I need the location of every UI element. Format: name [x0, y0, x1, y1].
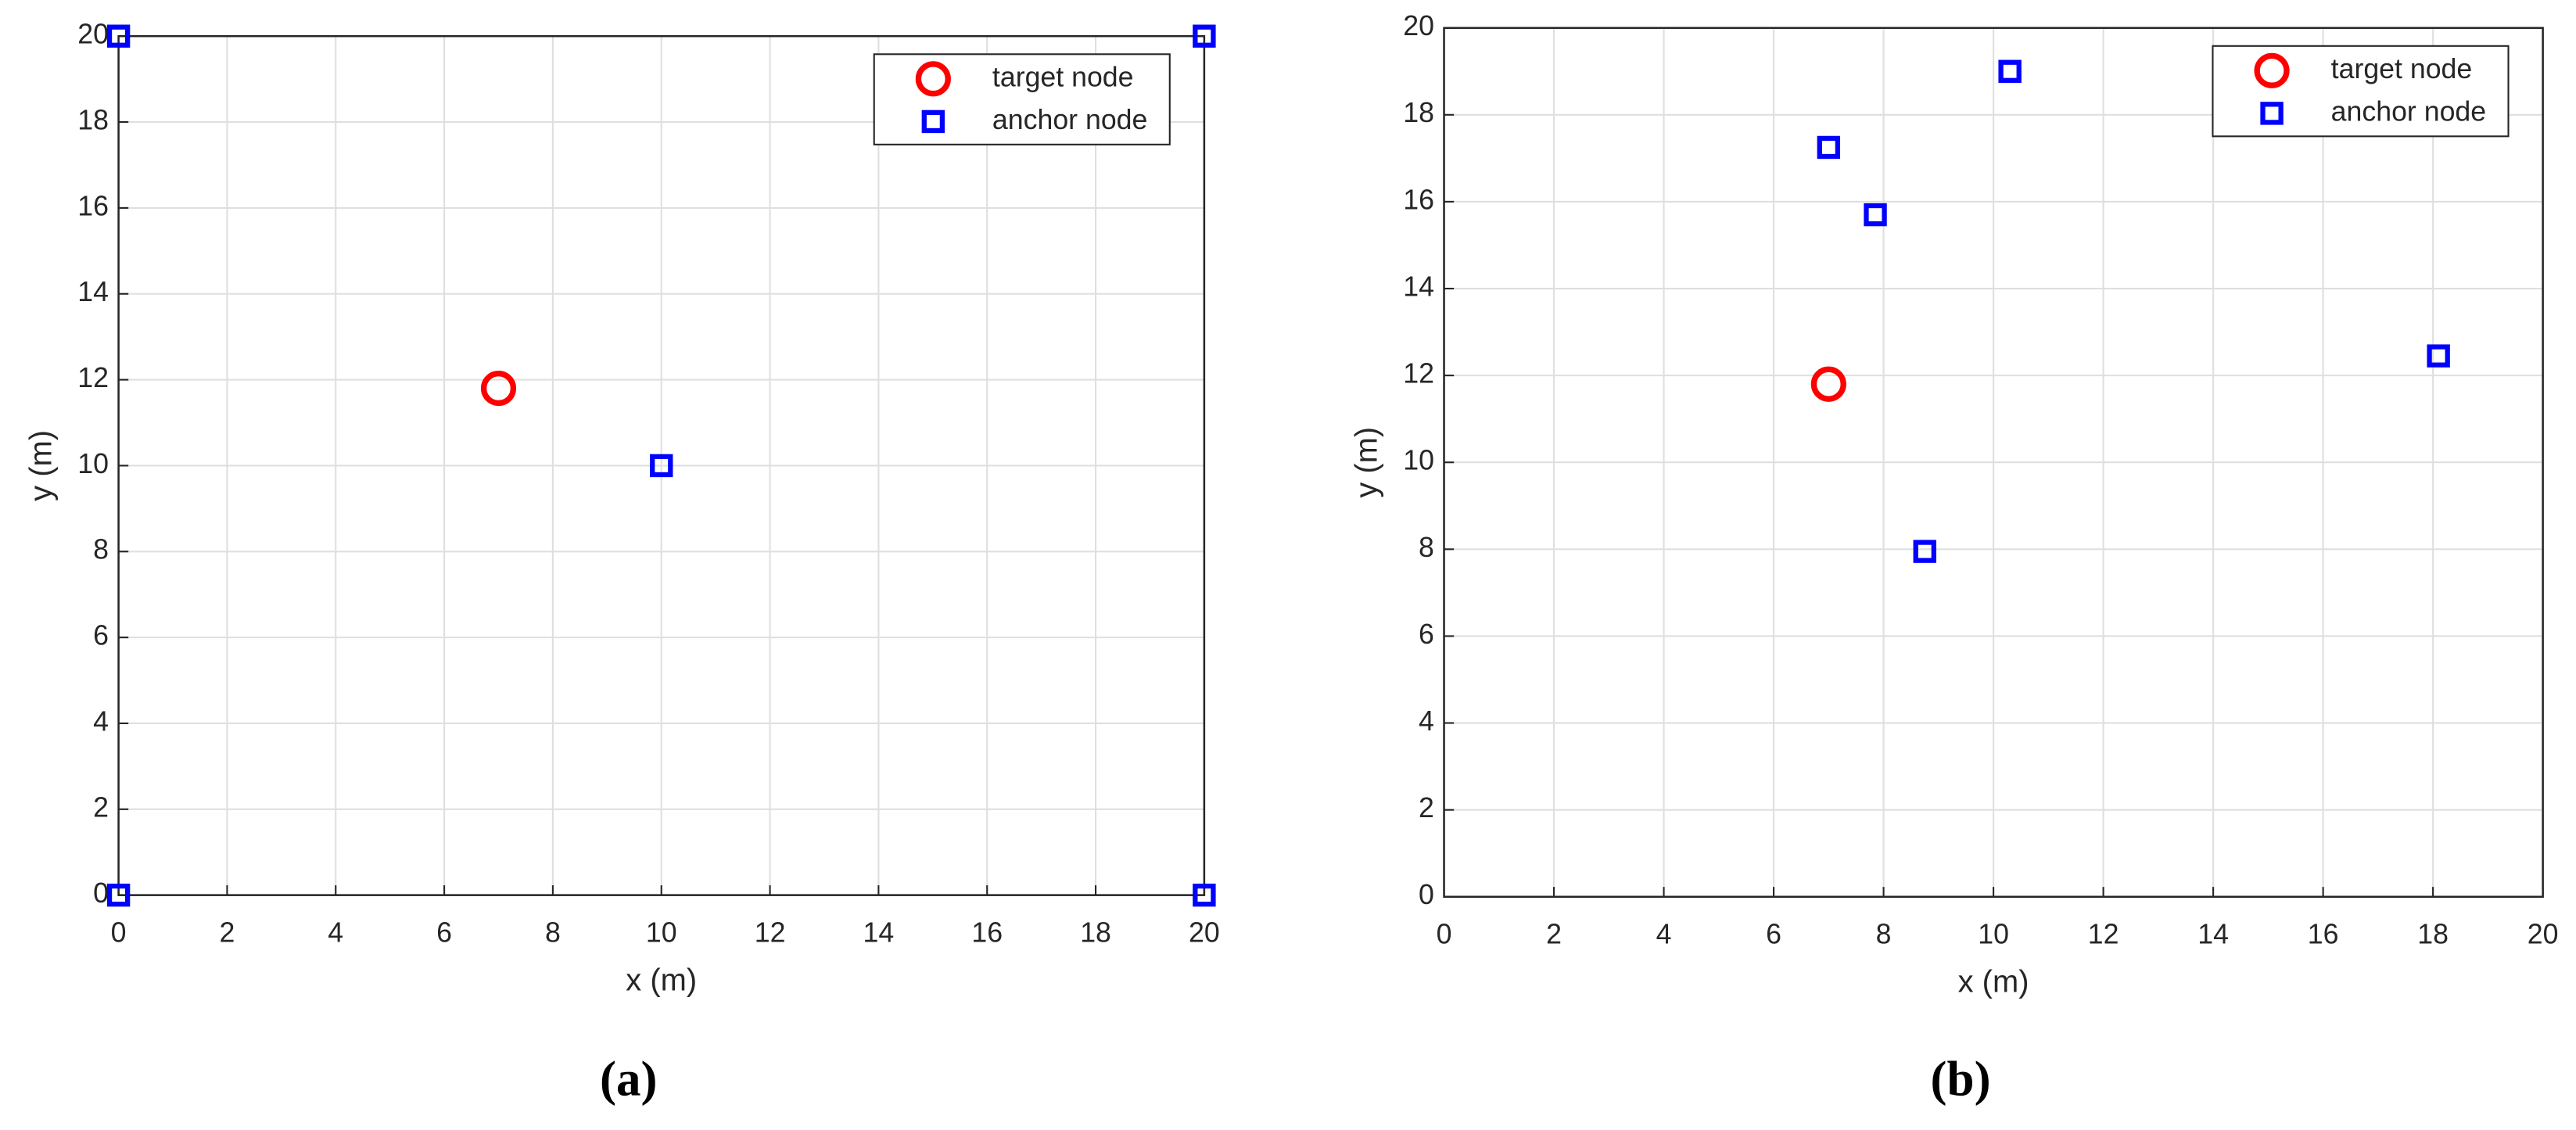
x-tick-label: 16: [2308, 919, 2339, 950]
x-tick-label: 14: [863, 917, 895, 949]
legend-label: anchor node: [992, 104, 1147, 135]
x-tick-label: 18: [2417, 919, 2449, 950]
y-tick-label: 20: [77, 19, 109, 50]
data-point: [480, 370, 517, 407]
y-tick-label: 8: [1419, 532, 1434, 563]
x-tick-label: 12: [2088, 919, 2119, 950]
x-tick-label: 6: [436, 917, 452, 949]
legend-marker: [2260, 102, 2284, 125]
x-tick-label: 0: [1437, 919, 1452, 950]
plot-frame: [1443, 27, 2544, 899]
data-point: [106, 24, 131, 48]
y-tick-label: 16: [77, 190, 109, 221]
y-tick-label: 14: [77, 276, 109, 307]
data-point: [1193, 24, 1216, 48]
y-tick-label: 14: [1403, 271, 1434, 302]
data-point: [1913, 540, 1936, 563]
x-tick-label: 20: [2528, 919, 2559, 950]
y-tick-label: 4: [93, 705, 109, 737]
data-point: [2427, 344, 2450, 368]
y-axis-label: y (m): [24, 430, 59, 501]
y-tick-label: 6: [93, 620, 109, 651]
x-tick-label: 2: [1546, 919, 1562, 950]
legend-marker: [915, 61, 951, 97]
x-axis-label: x (m): [626, 963, 697, 998]
caption: (b): [1931, 1052, 1991, 1107]
x-axis-label: x (m): [1958, 965, 2029, 999]
x-tick-label: 16: [971, 917, 1003, 949]
y-tick-label: 8: [93, 534, 109, 565]
x-tick-label: 10: [646, 917, 677, 949]
y-tick-label: 2: [1419, 792, 1434, 823]
x-tick-label: 2: [219, 917, 235, 949]
y-tick-label: 12: [1403, 358, 1434, 389]
data-point: [1810, 366, 1846, 402]
x-tick-label: 14: [2197, 919, 2229, 950]
data-point: [1193, 883, 1216, 907]
x-tick-label: 4: [328, 917, 343, 949]
legend-label: target node: [2331, 53, 2473, 84]
x-tick-label: 6: [1766, 919, 1781, 950]
x-tick-label: 8: [545, 917, 561, 949]
legend-marker: [2254, 52, 2290, 88]
legend-marker: [921, 109, 945, 134]
caption: (a): [600, 1052, 657, 1107]
data-point: [106, 883, 131, 907]
y-tick-label: 10: [77, 448, 109, 479]
legend-label: anchor node: [2331, 95, 2486, 127]
data-point: [1864, 203, 1887, 227]
y-tick-label: 18: [77, 104, 109, 135]
y-tick-label: 10: [1403, 445, 1434, 476]
y-tick-label: 6: [1419, 619, 1434, 650]
y-tick-label: 2: [93, 791, 109, 823]
x-tick-label: 10: [1978, 919, 2009, 950]
legend-label: target node: [992, 61, 1134, 92]
y-tick-label: 0: [93, 877, 109, 909]
x-tick-label: 20: [1189, 917, 1220, 949]
data-point: [1817, 135, 1841, 160]
x-tick-label: 18: [1080, 917, 1111, 949]
x-tick-label: 0: [111, 917, 127, 949]
y-tick-label: 12: [77, 362, 109, 393]
data-point: [1998, 59, 2022, 83]
y-axis-label: y (m): [1349, 427, 1383, 498]
y-tick-label: 20: [1403, 10, 1434, 41]
x-tick-label: 8: [1876, 919, 1892, 950]
y-tick-label: 18: [1403, 97, 1434, 128]
x-tick-label: 12: [755, 917, 786, 949]
x-tick-label: 4: [1656, 919, 1672, 950]
y-tick-label: 4: [1419, 705, 1434, 737]
plot-frame: [117, 34, 1206, 896]
y-tick-label: 0: [1419, 879, 1434, 910]
y-tick-label: 16: [1403, 184, 1434, 215]
data-point: [650, 454, 673, 478]
